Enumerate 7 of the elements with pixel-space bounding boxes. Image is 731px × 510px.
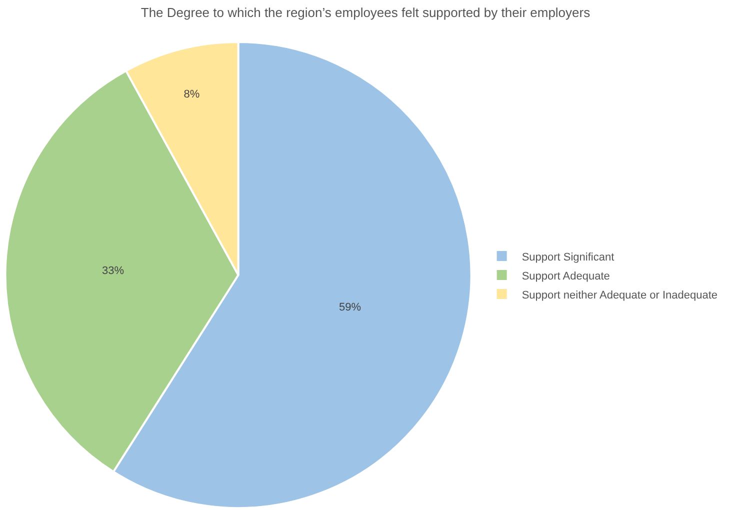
data-label: 59%	[339, 302, 362, 314]
legend-label: Support Adequate	[522, 270, 610, 282]
data-label: 33%	[102, 265, 124, 278]
legend-label: Support neither Adequate or Inadequate	[522, 289, 718, 302]
legend-label: Support Significant	[522, 251, 614, 264]
chart-title: The Degree to which the region’s employees felt supported by their employers	[140, 4, 591, 20]
data-label: 8%	[184, 88, 200, 100]
